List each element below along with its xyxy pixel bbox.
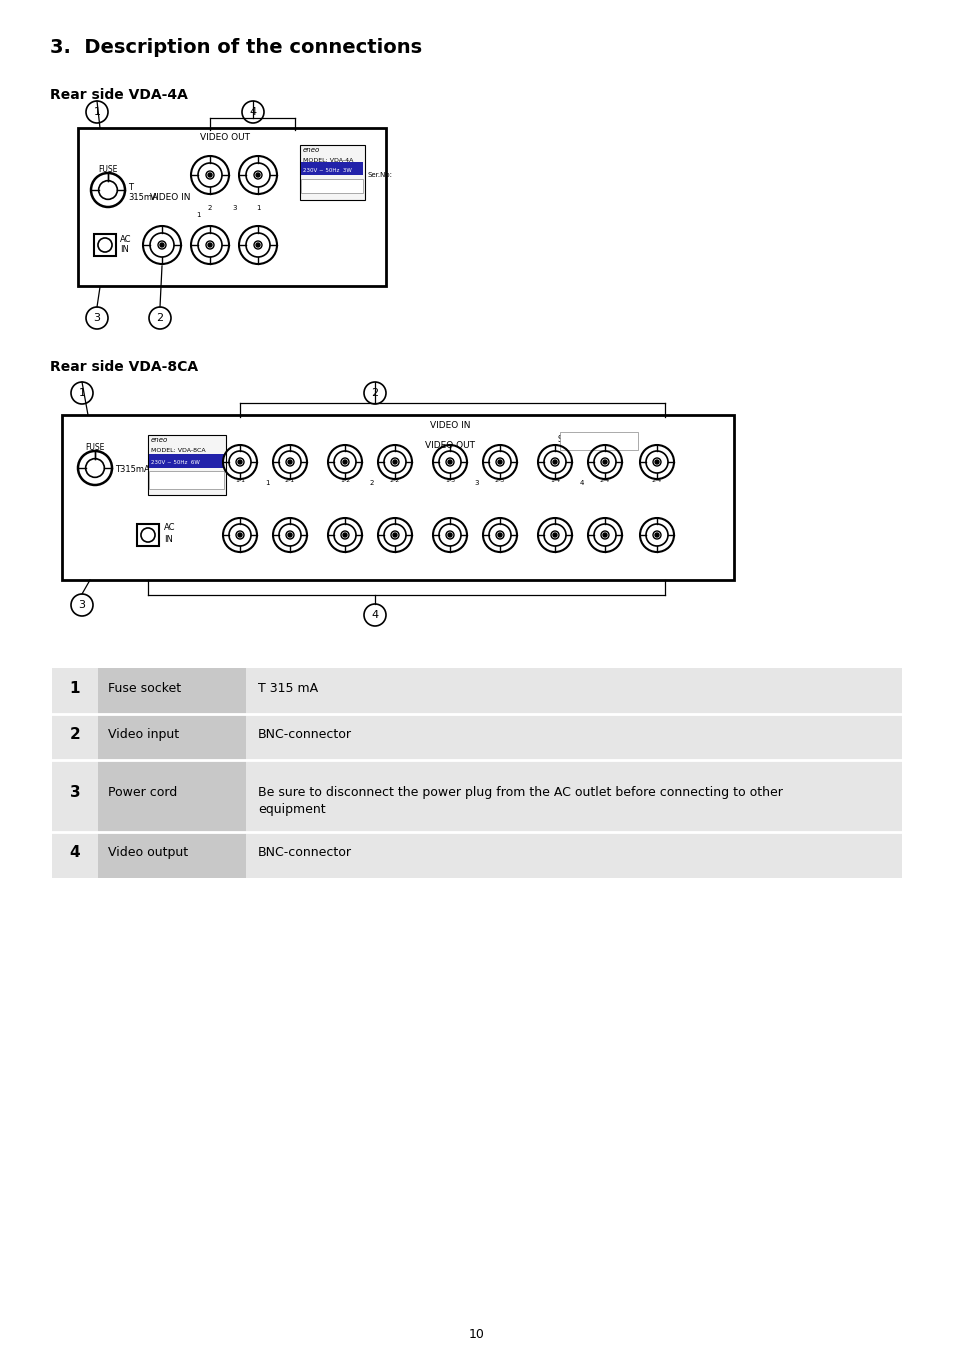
Text: 3: 3: [70, 786, 80, 800]
Text: VIDEO OUT: VIDEO OUT: [200, 134, 250, 142]
Text: AC: AC: [164, 523, 175, 533]
Circle shape: [255, 173, 260, 177]
Text: BNC-connector: BNC-connector: [257, 846, 352, 860]
Text: 1: 1: [255, 206, 260, 211]
Text: 2: 2: [208, 206, 212, 211]
Text: Video input: Video input: [108, 729, 179, 741]
Circle shape: [655, 533, 659, 537]
Text: 1-3: 1-3: [444, 477, 455, 483]
Circle shape: [288, 533, 292, 537]
Text: 2-3: 2-3: [495, 477, 504, 483]
Text: 1-2: 1-2: [339, 477, 350, 483]
FancyBboxPatch shape: [299, 145, 365, 200]
Circle shape: [208, 173, 212, 177]
Text: 2: 2: [156, 314, 163, 323]
Text: FUSE: FUSE: [98, 165, 117, 174]
FancyBboxPatch shape: [98, 668, 246, 877]
Circle shape: [255, 243, 260, 247]
Text: Rear side VDA-4A: Rear side VDA-4A: [50, 88, 188, 101]
Text: IN: IN: [164, 534, 172, 544]
Text: 2-4: 2-4: [651, 477, 661, 483]
Text: 1: 1: [70, 681, 80, 696]
Circle shape: [602, 460, 606, 464]
FancyBboxPatch shape: [301, 178, 363, 193]
Text: 1-1: 1-1: [234, 477, 245, 483]
Circle shape: [497, 460, 501, 464]
Text: Be sure to disconnect the power plug from the AC outlet before connecting to oth: Be sure to disconnect the power plug fro…: [257, 786, 782, 799]
Circle shape: [448, 460, 452, 464]
Circle shape: [497, 533, 501, 537]
Text: 1-4: 1-4: [549, 477, 559, 483]
Text: 230V ~ 50Hz  3W: 230V ~ 50Hz 3W: [303, 168, 352, 173]
Text: AC: AC: [120, 234, 132, 243]
Text: eneo: eneo: [303, 147, 320, 153]
Text: 4: 4: [371, 610, 378, 621]
Text: eneo: eneo: [151, 437, 168, 443]
Circle shape: [343, 533, 347, 537]
Text: T315mA: T315mA: [115, 465, 150, 475]
Text: Ser.No:: Ser.No:: [368, 172, 393, 178]
Text: Video output: Video output: [108, 846, 188, 860]
FancyBboxPatch shape: [137, 525, 159, 546]
Circle shape: [237, 460, 242, 464]
Text: 2: 2: [370, 480, 374, 485]
Text: 2-2: 2-2: [390, 477, 399, 483]
FancyBboxPatch shape: [62, 415, 733, 580]
Text: 3: 3: [93, 314, 100, 323]
Circle shape: [160, 243, 164, 247]
Text: 10: 10: [469, 1329, 484, 1341]
Circle shape: [343, 460, 347, 464]
Text: 1: 1: [93, 107, 100, 118]
Text: T 315 mA: T 315 mA: [257, 683, 317, 695]
Text: VIDEO IN: VIDEO IN: [150, 192, 190, 201]
Text: 4: 4: [70, 845, 80, 860]
Circle shape: [553, 460, 557, 464]
Text: 2: 2: [70, 727, 80, 742]
Text: T: T: [128, 183, 132, 192]
Text: equipment: equipment: [257, 803, 325, 815]
Text: Rear side VDA-8CA: Rear side VDA-8CA: [50, 360, 198, 375]
Text: 4: 4: [579, 480, 583, 485]
FancyBboxPatch shape: [301, 162, 363, 174]
Text: 1: 1: [78, 388, 86, 397]
Circle shape: [237, 533, 242, 537]
FancyBboxPatch shape: [78, 128, 386, 287]
Text: 3.  Description of the connections: 3. Description of the connections: [50, 38, 421, 57]
Text: 3: 3: [233, 206, 237, 211]
Text: IN: IN: [120, 246, 129, 254]
FancyBboxPatch shape: [559, 433, 638, 450]
FancyBboxPatch shape: [149, 454, 224, 468]
Text: VIDEO IN: VIDEO IN: [429, 420, 470, 430]
Text: Fuse socket: Fuse socket: [108, 683, 181, 695]
Text: MODEL: VDA-4A: MODEL: VDA-4A: [303, 157, 353, 162]
Text: MODEL: VDA-8CA: MODEL: VDA-8CA: [151, 449, 206, 453]
FancyBboxPatch shape: [94, 234, 116, 256]
Text: BNC-connector: BNC-connector: [257, 729, 352, 741]
Circle shape: [448, 533, 452, 537]
Text: 4: 4: [249, 107, 256, 118]
Circle shape: [393, 460, 396, 464]
FancyBboxPatch shape: [148, 435, 226, 495]
Circle shape: [393, 533, 396, 537]
Circle shape: [288, 460, 292, 464]
Text: 2-4: 2-4: [599, 477, 610, 483]
Text: 1: 1: [265, 480, 269, 485]
Text: FUSE: FUSE: [85, 443, 105, 453]
Text: 230V ~ 50Hz  6W: 230V ~ 50Hz 6W: [151, 460, 200, 465]
FancyBboxPatch shape: [52, 668, 901, 877]
Circle shape: [553, 533, 557, 537]
Text: 1: 1: [195, 212, 200, 218]
Circle shape: [655, 460, 659, 464]
Text: Ser.No:: Ser.No:: [558, 434, 584, 443]
Text: Power cord: Power cord: [108, 786, 177, 799]
Text: 3: 3: [78, 600, 86, 610]
Text: VIDEO OUT: VIDEO OUT: [424, 441, 475, 449]
Text: 2-1: 2-1: [285, 477, 294, 483]
FancyBboxPatch shape: [149, 470, 224, 489]
Text: 3: 3: [475, 480, 478, 485]
Circle shape: [602, 533, 606, 537]
Text: 2: 2: [371, 388, 378, 397]
Text: 315mA: 315mA: [128, 192, 157, 201]
Circle shape: [208, 243, 212, 247]
